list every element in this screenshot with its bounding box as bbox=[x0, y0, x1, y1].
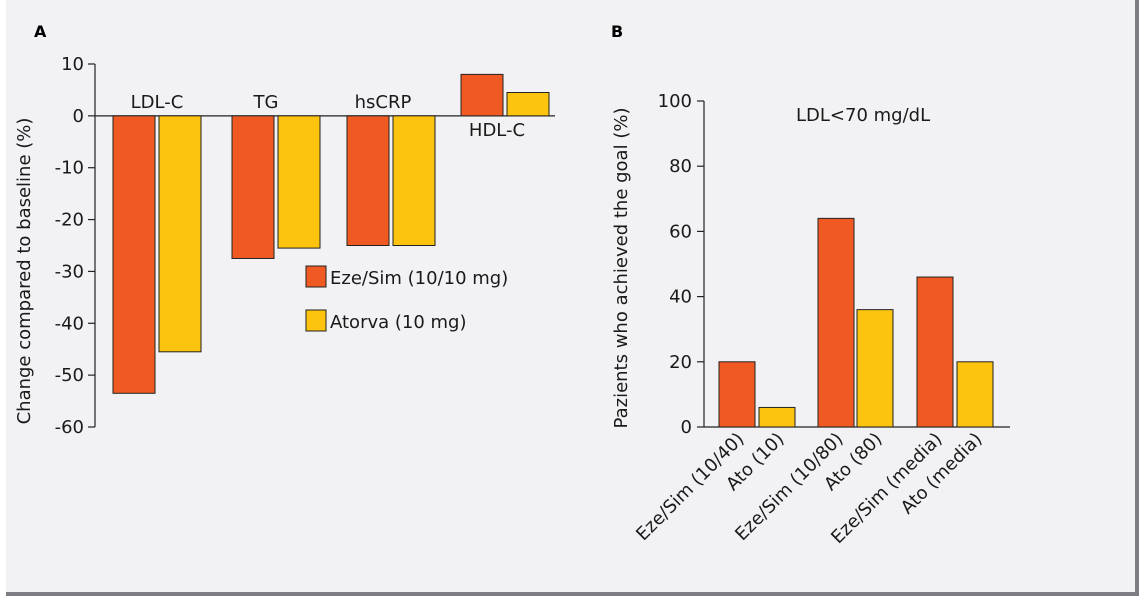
bar-hscrp-atorva-10-mg bbox=[392, 115, 436, 246]
panel-b-y-tick-label: 100 bbox=[658, 91, 692, 112]
panel-a-letter: A bbox=[34, 22, 47, 41]
panel-b: B LDL<70 mg/dL Pazients who achieved the… bbox=[611, 22, 1010, 548]
panel-b-title: LDL<70 mg/dL bbox=[796, 105, 930, 126]
panel-b-y-tick-label: 0 bbox=[681, 417, 692, 438]
panel-a-y-axis-title: Change compared to baseline (%) bbox=[14, 118, 35, 425]
panel-a: A Change compared to baseline (%) 10 0 -10… bbox=[14, 22, 555, 438]
panel-a-y-tick-label: -20 bbox=[55, 210, 84, 231]
bar-eze-sim-10-80 bbox=[817, 217, 855, 428]
panel-b-letter: B bbox=[611, 22, 623, 41]
bar-eze-sim-media bbox=[916, 276, 954, 428]
panel-a-y-tick-label: 10 bbox=[61, 54, 84, 75]
bar-tg-eze-sim-10-10-mg bbox=[231, 115, 275, 259]
panel-a-y-tick-label: -30 bbox=[55, 261, 84, 282]
bar-hdl-c-atorva-10-mg bbox=[506, 92, 550, 117]
panel-a-y-tick-label: -40 bbox=[55, 313, 84, 334]
category-label-tg: TG bbox=[253, 92, 279, 113]
panel-b-y-tick-label: 20 bbox=[669, 352, 692, 373]
panel-b-y-tick-label: 40 bbox=[669, 287, 692, 308]
bar-tg-atorva-10-mg bbox=[277, 115, 321, 249]
category-label-hdl-c: HDL-C bbox=[469, 120, 525, 141]
bar-hdl-c-eze-sim-10-10-mg bbox=[460, 73, 504, 117]
panel-a-category-labels: LDL-C TG hsCRP HDL-C bbox=[131, 92, 525, 141]
bar-ato-80 bbox=[856, 309, 894, 428]
category-label-hscrp: hsCRP bbox=[355, 92, 412, 113]
category-label-ldl-c: LDL-C bbox=[131, 92, 184, 113]
panel-a-y-tick-label: 0 bbox=[73, 106, 84, 127]
legend-swatch-eze-sim bbox=[305, 265, 327, 288]
panel-a-legend: Eze/Sim (10/10 mg) Atorva (10 mg) bbox=[305, 265, 508, 333]
legend-label-atorva: Atorva (10 mg) bbox=[330, 312, 467, 333]
panel-b-category-labels: Eze/Sim (10/40)Ato (10)Eze/Sim (10/80)At… bbox=[632, 429, 986, 548]
bar-ato-media bbox=[956, 361, 994, 428]
panel-a-y-tick-label: -10 bbox=[55, 158, 84, 179]
panel-b-y-axis: 100 80 60 40 20 0 bbox=[658, 91, 1010, 438]
panel-b-y-tick-label: 60 bbox=[669, 221, 692, 242]
bar-ldl-c-eze-sim-10-10-mg bbox=[112, 115, 156, 394]
bar-eze-sim-10-40 bbox=[718, 361, 756, 428]
panel-b-bars bbox=[718, 217, 994, 428]
bar-ato-10 bbox=[758, 406, 796, 428]
legend-swatch-atorva bbox=[305, 309, 327, 332]
panel-a-y-tick-label: -60 bbox=[55, 417, 84, 438]
bar-hscrp-eze-sim-10-10-mg bbox=[346, 115, 390, 246]
panel-b-y-tick-label: 80 bbox=[669, 156, 692, 177]
bar-ldl-c-atorva-10-mg bbox=[158, 115, 202, 353]
panel-b-y-axis-title: Pazients who achieved the goal (%) bbox=[611, 108, 632, 429]
panel-a-bars bbox=[112, 73, 550, 394]
panel-a-y-tick-label: -50 bbox=[55, 365, 84, 386]
legend-label-eze-sim: Eze/Sim (10/10 mg) bbox=[330, 268, 508, 289]
